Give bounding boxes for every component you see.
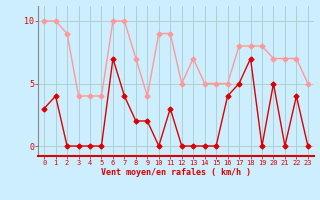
X-axis label: Vent moyen/en rafales ( km/h ): Vent moyen/en rafales ( km/h )	[101, 168, 251, 177]
